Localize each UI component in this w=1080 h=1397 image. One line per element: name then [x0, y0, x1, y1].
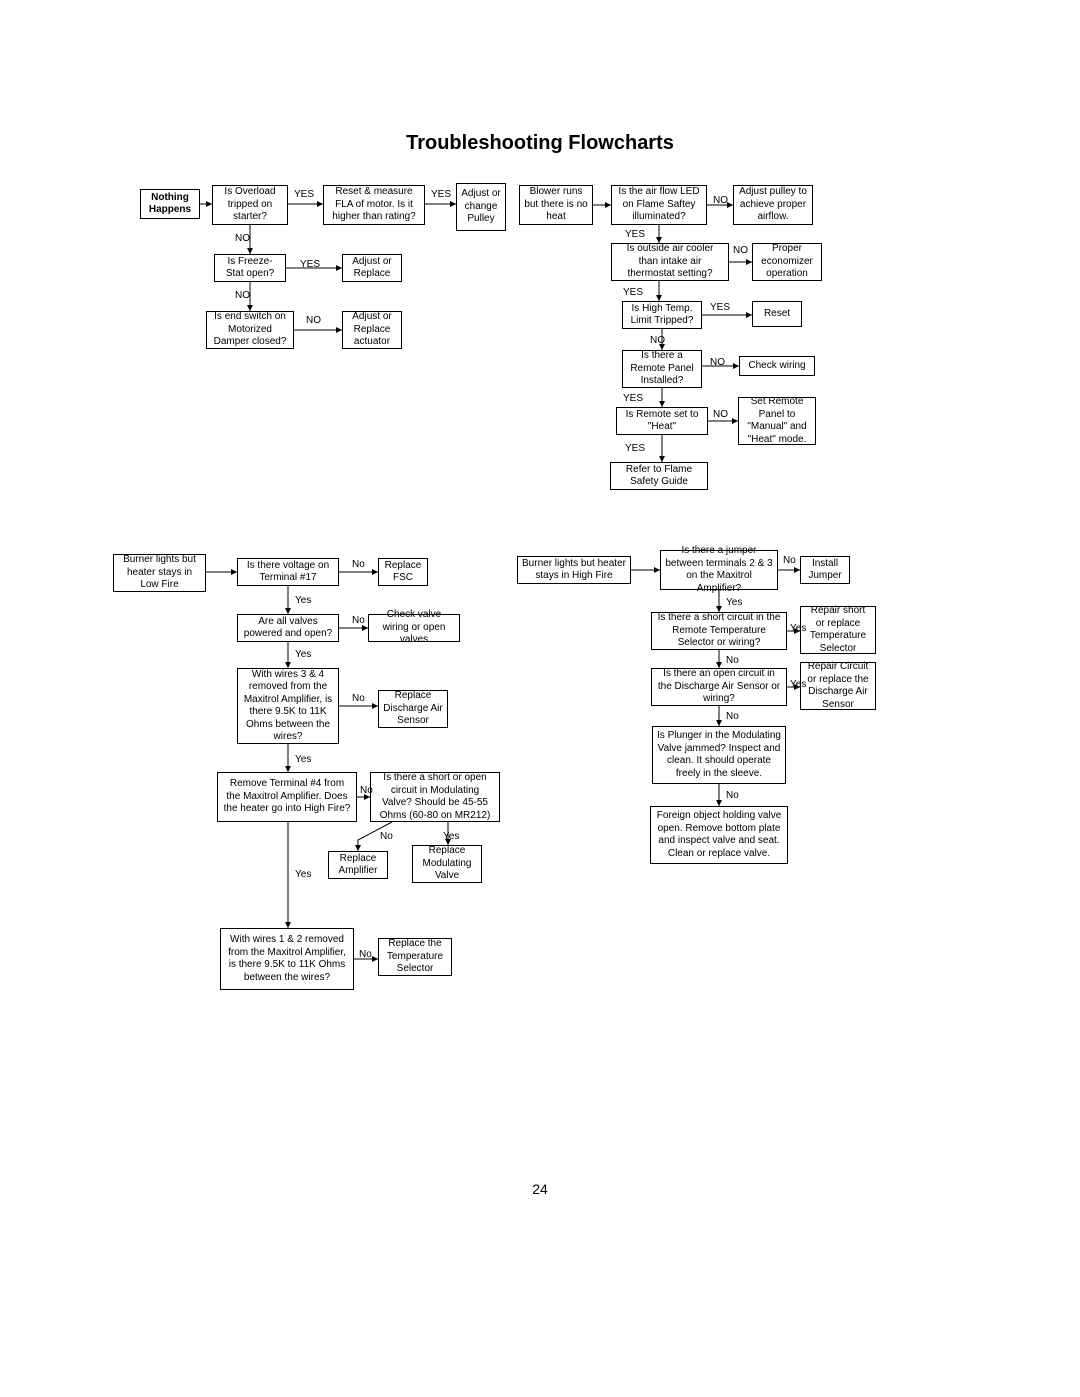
edge-label-blower_no_heat-no_b: NO	[733, 246, 748, 256]
node-blower_no_heat-adjp: Adjust pulley to achieve proper airflow.	[733, 185, 813, 225]
node-blower_no_heat-start: Blower runs but there is no heat	[519, 185, 593, 225]
node-low_fire-volt17: Is there voltage on Terminal #17	[237, 558, 339, 586]
edge-label-high_fire-no4: No	[726, 791, 739, 801]
edge-label-blower_no_heat-yes_d: YES	[623, 394, 643, 404]
node-blower_no_heat-reset: Reset	[752, 301, 802, 327]
edge-label-high_fire-yes3: Yes	[790, 680, 806, 690]
edge-label-blower_no_heat-no_d: NO	[710, 358, 725, 368]
edge-label-low_fire-no2: No	[352, 616, 365, 626]
edge-label-blower_no_heat-yes_c: YES	[710, 303, 730, 313]
node-low_fire-repts: Replace the Temperature Selector	[378, 938, 452, 976]
node-blower_no_heat-outside: Is outside air cooler than intake air th…	[611, 243, 729, 281]
edge-label-blower_no_heat-no_e: NO	[713, 410, 728, 420]
edge-label-blower_no_heat-yes_a: YES	[625, 230, 645, 240]
node-high_fire-start: Burner lights but heater stays in High F…	[517, 556, 631, 584]
edge-label-low_fire-yes5: Yes	[443, 832, 459, 842]
node-nothing_happens-adj_rep: Adjust or Replace	[342, 254, 402, 282]
edge-label-blower_no_heat-no_a: NO	[713, 196, 728, 206]
node-high_fire-short: Is there a short circuit in the Remote T…	[651, 612, 787, 650]
node-nothing_happens-reset_fla: Reset & measure FLA of motor. Is it high…	[323, 185, 425, 225]
edge-label-low_fire-no4: No	[360, 786, 373, 796]
node-nothing_happens-endswitch: Is end switch on Motorized Damper closed…	[206, 311, 294, 349]
page-title: Troubleshooting Flowcharts	[0, 132, 1080, 155]
node-low_fire-repmv: Replace Modulating Valve	[412, 845, 482, 883]
node-nothing_happens-freeze: Is Freeze-Stat open?	[214, 254, 286, 282]
node-blower_no_heat-refer: Refer to Flame Safety Guide	[610, 462, 708, 490]
edge-label-high_fire-no2: No	[726, 656, 739, 666]
edge-label-low_fire-yes4: Yes	[295, 870, 311, 880]
node-blower_no_heat-setrem: Set Remote Panel to "Manual" and "Heat" …	[738, 397, 816, 445]
node-high_fire-plunger: Is Plunger in the Modulating Valve jamme…	[652, 726, 786, 784]
edge-label-high_fire-yes1: Yes	[726, 598, 742, 608]
node-nothing_happens-adjust_pulley: Adjust or change Pulley	[456, 183, 506, 231]
node-high_fire-foreign: Foreign object holding valve open. Remov…	[650, 806, 788, 864]
node-blower_no_heat-checkw: Check wiring	[739, 356, 815, 376]
node-blower_no_heat-airflow: Is the air flow LED on Flame Saftey illu…	[611, 185, 707, 225]
edge-label-blower_no_heat-yes_b: YES	[623, 288, 643, 298]
node-nothing_happens-overload: Is Overload tripped on starter?	[212, 185, 288, 225]
edge-label-high_fire-no1: No	[783, 556, 796, 566]
node-low_fire-chkvalve: Check valve wiring or open valves	[368, 614, 460, 642]
node-high_fire-repts: Repair short or replace Temperature Sele…	[800, 606, 876, 654]
edge-label-nothing_happens-yes3: YES	[300, 260, 320, 270]
edge-label-nothing_happens-yes1: YES	[294, 190, 314, 200]
edge-label-low_fire-yes2: Yes	[295, 650, 311, 660]
node-low_fire-repamp: Replace Amplifier	[328, 851, 388, 879]
node-high_fire-repdas: Repair Circuit or replace the Discharge …	[800, 662, 876, 710]
edge-label-high_fire-no3: No	[726, 712, 739, 722]
edge-label-nothing_happens-no3: NO	[306, 316, 321, 326]
node-low_fire-shortmod: Is there a short or open circuit in Modu…	[370, 772, 500, 822]
edge-label-low_fire-no3: No	[352, 694, 365, 704]
page-number: 24	[0, 1181, 1080, 1197]
node-nothing_happens-actuator: Adjust or Replace actuator	[342, 311, 402, 349]
node-low_fire-start: Burner lights but heater stays in Low Fi…	[113, 554, 206, 592]
edge-label-low_fire-yes3: Yes	[295, 755, 311, 765]
edge-label-nothing_happens-no1: NO	[235, 234, 250, 244]
node-low_fire-repfsc: Replace FSC	[378, 558, 428, 586]
node-low_fire-w34: With wires 3 & 4 removed from the Maxitr…	[237, 668, 339, 744]
node-low_fire-repdas: Replace Discharge Air Sensor	[378, 690, 448, 728]
node-high_fire-jumper: Is there a jumper between terminals 2 & …	[660, 550, 778, 590]
node-blower_no_heat-remotep: Is there a Remote Panel Installed?	[622, 350, 702, 388]
edge-label-low_fire-no1: No	[352, 560, 365, 570]
node-high_fire-instj: Install Jumper	[800, 556, 850, 584]
node-blower_no_heat-highlimit: Is High Temp. Limit Tripped?	[622, 301, 702, 329]
node-high_fire-open: Is there an open circuit in the Discharg…	[651, 668, 787, 706]
edge-label-low_fire-no5: No	[380, 832, 393, 842]
edge-label-nothing_happens-yes2: YES	[431, 190, 451, 200]
node-low_fire-w12: With wires 1 & 2 removed from the Maxitr…	[220, 928, 354, 990]
node-blower_no_heat-remheat: Is Remote set to "Heat"	[616, 407, 708, 435]
edge-label-low_fire-yes1: Yes	[295, 596, 311, 606]
node-low_fire-valves: Are all valves powered and open?	[237, 614, 339, 642]
edge-label-high_fire-yes2: Yes	[790, 624, 806, 634]
edge-label-nothing_happens-no2: NO	[235, 291, 250, 301]
edge-label-blower_no_heat-no_c: NO	[650, 336, 665, 346]
edge-label-blower_no_heat-yes_e: YES	[625, 444, 645, 454]
node-nothing_happens-start: Nothing Happens	[140, 189, 200, 219]
edge-label-low_fire-no6: No	[359, 950, 372, 960]
node-low_fire-remove4: Remove Terminal #4 from the Maxitrol Amp…	[217, 772, 357, 822]
node-blower_no_heat-econ: Proper economizer operation	[752, 243, 822, 281]
